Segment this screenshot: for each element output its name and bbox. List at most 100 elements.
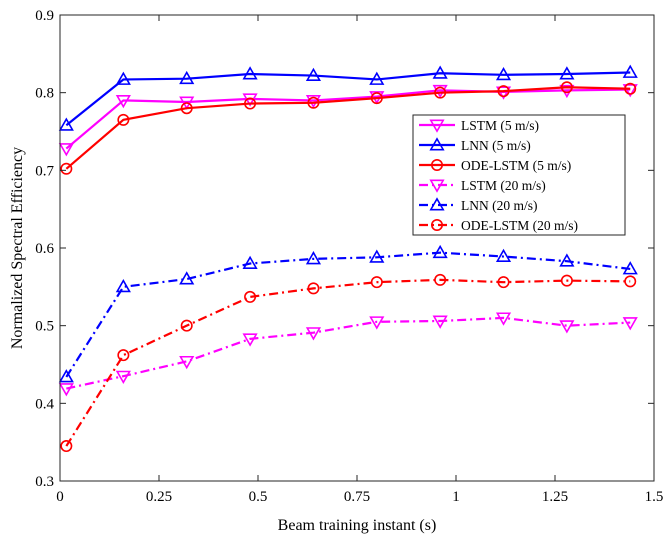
legend-label-2: ODE-LSTM (5 m/s) bbox=[461, 158, 571, 173]
series-1 bbox=[58, 64, 638, 131]
data-point-3-6 bbox=[432, 315, 448, 329]
data-point-5-4 bbox=[307, 282, 320, 295]
data-point-1-9 bbox=[622, 64, 638, 78]
data-point-4-2 bbox=[179, 271, 195, 285]
legend-item-1: LNN (5 m/s) bbox=[419, 137, 531, 153]
y-tick-label-2: 0.5 bbox=[35, 319, 54, 335]
x-tick-label-2: 0.5 bbox=[249, 489, 268, 505]
data-point-5-0 bbox=[60, 440, 73, 453]
x-tick-label-0: 0 bbox=[56, 489, 64, 505]
series-3 bbox=[58, 312, 638, 397]
legend-box bbox=[412, 114, 626, 236]
data-point-2-6 bbox=[434, 86, 447, 99]
legend-item-0: LSTM (5 m/s) bbox=[419, 118, 539, 133]
x-axis-label: Beam training instant (s) bbox=[278, 517, 437, 534]
data-point-4-3 bbox=[242, 255, 258, 269]
series-line-5 bbox=[65, 278, 631, 447]
x-tick-label-6: 1.5 bbox=[645, 489, 663, 505]
legend-item-5: ODE-LSTM (20 m/s) bbox=[419, 218, 578, 233]
legend-item-2: ODE-LSTM (5 m/s) bbox=[419, 158, 571, 173]
data-point-1-1 bbox=[115, 71, 131, 85]
data-point-4-6 bbox=[432, 244, 448, 259]
series-line-4 bbox=[65, 251, 631, 378]
data-point-3-1 bbox=[115, 370, 131, 384]
data-point-0-4 bbox=[305, 94, 322, 109]
data-point-4-9 bbox=[622, 261, 638, 275]
data-point-3-8 bbox=[559, 320, 575, 334]
y-axis-label: Normalized Spectral Efficiency bbox=[9, 147, 26, 349]
legend-label-5: ODE-LSTM (20 m/s) bbox=[461, 218, 578, 233]
data-point-2-1 bbox=[117, 113, 130, 126]
data-point-2-3 bbox=[244, 97, 257, 110]
series-4 bbox=[58, 244, 638, 383]
data-point-2-0 bbox=[60, 162, 73, 175]
data-point-1-3 bbox=[242, 66, 258, 80]
series-5 bbox=[60, 273, 637, 453]
legend-marker-2 bbox=[430, 159, 443, 172]
data-point-5-8 bbox=[560, 274, 573, 287]
plot-area bbox=[60, 15, 654, 481]
data-point-0-2 bbox=[179, 96, 195, 110]
data-point-3-2 bbox=[179, 355, 195, 370]
data-point-1-4 bbox=[305, 67, 322, 82]
legend-marker-0 bbox=[429, 119, 445, 133]
legend-label-4: LNN (20 m/s) bbox=[461, 198, 538, 213]
data-point-1-7 bbox=[495, 66, 512, 81]
data-point-0-7 bbox=[495, 86, 512, 100]
plot-background bbox=[60, 15, 654, 481]
legend: LSTM (5 m/s) LNN (5 m/s) ODE-LSTM (5 m/s) L… bbox=[412, 114, 626, 236]
axes-layer: 0 0.25 0.5 0.75 1 1.25 1.5 0.3 0.4 0.5 0.6 0.7 0.8 0.… bbox=[35, 8, 663, 505]
series-line-3 bbox=[66, 316, 631, 390]
x-tick-label-1: 0.25 bbox=[146, 489, 172, 505]
data-point-5-2 bbox=[180, 319, 193, 332]
data-point-4-8 bbox=[559, 253, 575, 267]
data-point-0-0 bbox=[58, 143, 74, 157]
legend-label-0: LSTM (5 m/s) bbox=[461, 118, 539, 133]
data-point-2-7 bbox=[497, 85, 510, 98]
data-point-3-4 bbox=[305, 327, 322, 341]
data-point-1-2 bbox=[179, 70, 195, 85]
legend-marker-4 bbox=[429, 197, 445, 211]
data-point-4-7 bbox=[495, 248, 512, 262]
data-point-3-7 bbox=[495, 312, 512, 326]
data-point-2-5 bbox=[370, 92, 383, 105]
series-line-2 bbox=[65, 86, 631, 170]
y-tick-label-6: 0.9 bbox=[35, 8, 54, 24]
data-point-2-2 bbox=[180, 102, 193, 115]
x-tick-label-5: 1.25 bbox=[542, 489, 568, 505]
data-point-5-7 bbox=[497, 276, 510, 289]
data-point-5-6 bbox=[434, 273, 447, 286]
data-point-4-4 bbox=[305, 251, 322, 265]
data-point-4-1 bbox=[115, 279, 131, 293]
x-tick-label-4: 1 bbox=[452, 489, 460, 505]
data-point-1-8 bbox=[559, 66, 575, 80]
data-point-0-6 bbox=[432, 84, 448, 99]
legend-marker-3 bbox=[429, 179, 445, 193]
data-point-1-6 bbox=[432, 65, 448, 79]
series-line-1 bbox=[65, 71, 631, 127]
data-point-1-5 bbox=[369, 71, 385, 85]
data-point-5-9 bbox=[624, 275, 637, 288]
data-point-0-1 bbox=[115, 94, 131, 109]
x-tick-label-3: 0.75 bbox=[344, 489, 370, 505]
legend-label-1: LNN (5 m/s) bbox=[461, 138, 531, 153]
data-point-5-5 bbox=[370, 276, 383, 289]
legend-marker-1 bbox=[429, 137, 445, 151]
y-tick-label-3: 0.6 bbox=[35, 241, 54, 257]
data-point-4-0 bbox=[58, 369, 74, 383]
y-tick-label-1: 0.4 bbox=[35, 396, 54, 412]
data-point-1-0 bbox=[58, 117, 74, 131]
series-line-0 bbox=[65, 88, 631, 150]
data-point-3-9 bbox=[622, 317, 638, 331]
y-tick-label-4: 0.7 bbox=[35, 163, 54, 179]
legend-item-4: LNN (20 m/s) bbox=[419, 197, 538, 213]
data-point-2-8 bbox=[560, 81, 573, 94]
data-point-3-0 bbox=[58, 383, 74, 397]
legend-marker-5 bbox=[430, 219, 443, 232]
data-point-2-9 bbox=[624, 82, 637, 95]
legend-item-3: LSTM (20 m/s) bbox=[419, 178, 546, 193]
data-point-5-3 bbox=[244, 290, 257, 303]
series-layer bbox=[58, 64, 638, 453]
y-tick-label-0: 0.3 bbox=[35, 474, 54, 490]
